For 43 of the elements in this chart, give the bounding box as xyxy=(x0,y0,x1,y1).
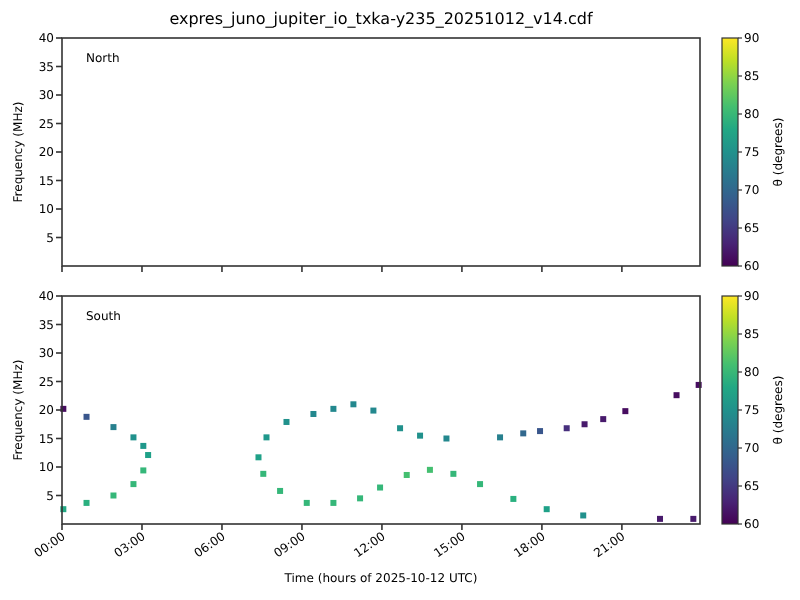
point xyxy=(83,413,90,420)
point xyxy=(110,492,117,499)
point xyxy=(580,512,587,519)
point xyxy=(140,467,147,474)
point xyxy=(303,499,310,506)
point xyxy=(543,506,550,513)
point xyxy=(283,418,290,425)
point xyxy=(537,428,544,435)
point xyxy=(510,495,517,502)
point xyxy=(130,434,137,441)
point xyxy=(350,401,357,408)
point xyxy=(443,435,450,442)
point xyxy=(403,471,410,478)
point xyxy=(130,481,137,488)
point xyxy=(673,392,680,399)
point xyxy=(600,416,607,423)
point xyxy=(622,408,629,415)
point xyxy=(330,499,337,506)
chart-title: expres_juno_jupiter_io_txka-y235_20251012_v14.cdf xyxy=(169,10,593,28)
point xyxy=(417,432,424,439)
point xyxy=(145,452,152,459)
point xyxy=(83,499,90,506)
point xyxy=(370,407,377,414)
point xyxy=(563,425,570,432)
point xyxy=(690,515,697,522)
point xyxy=(140,442,147,449)
point xyxy=(497,434,504,441)
point xyxy=(310,410,317,417)
point xyxy=(263,434,270,441)
point xyxy=(520,430,527,437)
point xyxy=(255,454,262,461)
point xyxy=(357,495,364,502)
point xyxy=(657,515,664,522)
point xyxy=(450,470,457,477)
point xyxy=(377,484,384,491)
point xyxy=(277,487,284,494)
point xyxy=(426,466,433,473)
point xyxy=(260,470,267,477)
point xyxy=(581,421,588,428)
point xyxy=(477,481,484,488)
point xyxy=(330,405,337,412)
point xyxy=(397,425,404,432)
point xyxy=(110,424,117,431)
